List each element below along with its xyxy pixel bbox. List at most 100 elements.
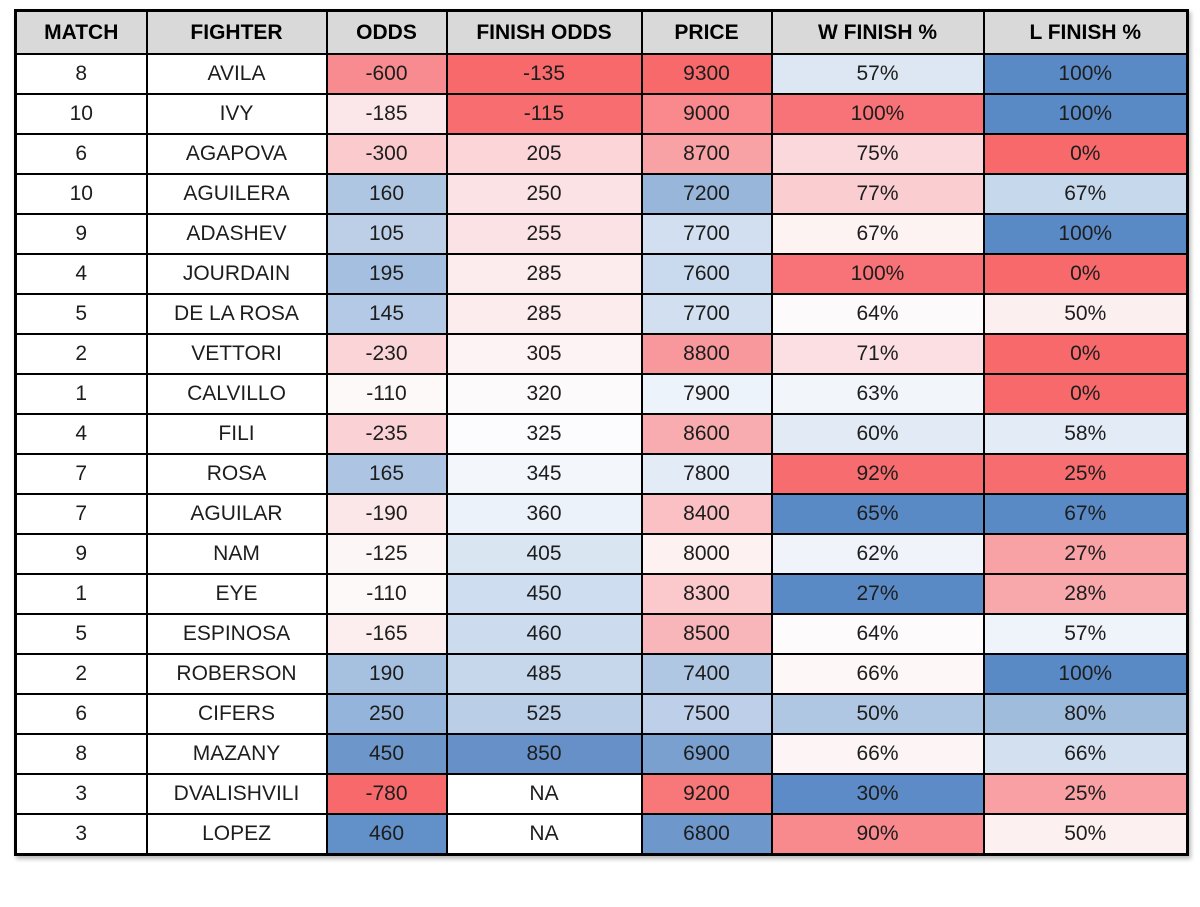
- cell-fighter: IVY: [145, 93, 328, 135]
- cell-fighter: VETTORI: [145, 333, 328, 375]
- table-row: 1 CALVILLO -110 320 7900 63% 0%: [14, 373, 1189, 415]
- cell-odds: -125: [325, 533, 448, 575]
- table-row: 7 AGUILAR -190 360 8400 65% 67%: [14, 493, 1189, 535]
- table-row: 3 DVALISHVILI -780 NA 9200 30% 25%: [14, 773, 1189, 815]
- cell-price: 7500: [640, 693, 773, 735]
- cell-price: 8600: [640, 413, 773, 455]
- cell-odds: -165: [325, 613, 448, 655]
- cell-match: 1: [14, 573, 148, 615]
- cell-w-finish-pct: 75%: [770, 133, 985, 175]
- cell-fighter: ESPINOSA: [145, 613, 328, 655]
- table-row: 6 CIFERS 250 525 7500 50% 80%: [14, 693, 1189, 735]
- cell-w-finish-pct: 100%: [770, 253, 985, 295]
- cell-odds: -110: [325, 373, 448, 415]
- cell-price: 7800: [640, 453, 773, 495]
- cell-w-finish-pct: 71%: [770, 333, 985, 375]
- cell-w-finish-pct: 64%: [770, 293, 985, 335]
- cell-price: 9300: [640, 53, 773, 95]
- cell-price: 7400: [640, 653, 773, 695]
- cell-odds: 165: [325, 453, 448, 495]
- cell-match: 5: [14, 613, 148, 655]
- cell-l-finish-pct: 58%: [982, 413, 1189, 455]
- cell-match: 10: [14, 173, 148, 215]
- cell-odds: 250: [325, 693, 448, 735]
- cell-finish-odds: -115: [445, 93, 643, 135]
- cell-finish-odds: 325: [445, 413, 643, 455]
- cell-match: 9: [14, 533, 148, 575]
- cell-match: 7: [14, 493, 148, 535]
- cell-w-finish-pct: 57%: [770, 53, 985, 95]
- cell-finish-odds: 205: [445, 133, 643, 175]
- cell-odds: 190: [325, 653, 448, 695]
- cell-match: 4: [14, 413, 148, 455]
- column-header-w-finish-pct: W FINISH %: [770, 9, 985, 55]
- cell-match: 7: [14, 453, 148, 495]
- cell-w-finish-pct: 77%: [770, 173, 985, 215]
- cell-l-finish-pct: 0%: [982, 133, 1189, 175]
- column-header-price: PRICE: [640, 9, 773, 55]
- cell-finish-odds: 525: [445, 693, 643, 735]
- cell-odds: 195: [325, 253, 448, 295]
- cell-match: 3: [14, 773, 148, 815]
- cell-l-finish-pct: 28%: [982, 573, 1189, 615]
- cell-fighter: AGUILERA: [145, 173, 328, 215]
- cell-l-finish-pct: 66%: [982, 733, 1189, 775]
- cell-price: 7200: [640, 173, 773, 215]
- cell-fighter: AGAPOVA: [145, 133, 328, 175]
- cell-l-finish-pct: 0%: [982, 373, 1189, 415]
- cell-l-finish-pct: 57%: [982, 613, 1189, 655]
- cell-odds: -185: [325, 93, 448, 135]
- cell-odds: -235: [325, 413, 448, 455]
- cell-odds: -110: [325, 573, 448, 615]
- table-row: 7 ROSA 165 345 7800 92% 25%: [14, 453, 1189, 495]
- header-row: MATCH FIGHTER ODDS FINISH ODDS PRICE W FINISH…: [14, 9, 1189, 55]
- cell-w-finish-pct: 65%: [770, 493, 985, 535]
- cell-finish-odds: 405: [445, 533, 643, 575]
- cell-odds: 105: [325, 213, 448, 255]
- cell-price: 6800: [640, 813, 773, 856]
- table-row: 10 AGUILERA 160 250 7200 77% 67%: [14, 173, 1189, 215]
- cell-match: 8: [14, 53, 148, 95]
- column-header-finish-odds: FINISH ODDS: [445, 9, 643, 55]
- cell-match: 8: [14, 733, 148, 775]
- cell-odds: -780: [325, 773, 448, 815]
- cell-price: 9200: [640, 773, 773, 815]
- cell-match: 9: [14, 213, 148, 255]
- cell-match: 4: [14, 253, 148, 295]
- cell-match: 10: [14, 93, 148, 135]
- cell-price: 8700: [640, 133, 773, 175]
- cell-finish-odds: 285: [445, 293, 643, 335]
- cell-match: 2: [14, 653, 148, 695]
- cell-odds: -600: [325, 53, 448, 95]
- cell-match: 1: [14, 373, 148, 415]
- cell-odds: -230: [325, 333, 448, 375]
- cell-fighter: ROSA: [145, 453, 328, 495]
- cell-finish-odds: 450: [445, 573, 643, 615]
- cell-l-finish-pct: 0%: [982, 253, 1189, 295]
- cell-price: 9000: [640, 93, 773, 135]
- cell-fighter: FILI: [145, 413, 328, 455]
- cell-price: 6900: [640, 733, 773, 775]
- table-row: 9 NAM -125 405 8000 62% 27%: [14, 533, 1189, 575]
- fight-odds-table: MATCH FIGHTER ODDS FINISH ODDS PRICE W FINISH…: [14, 9, 1189, 856]
- cell-price: 8500: [640, 613, 773, 655]
- cell-l-finish-pct: 100%: [982, 53, 1189, 95]
- cell-w-finish-pct: 66%: [770, 733, 985, 775]
- cell-price: 7700: [640, 213, 773, 255]
- cell-price: 7700: [640, 293, 773, 335]
- cell-odds: 160: [325, 173, 448, 215]
- table-row: 4 FILI -235 325 8600 60% 58%: [14, 413, 1189, 455]
- column-header-fighter: FIGHTER: [145, 9, 328, 55]
- cell-finish-odds: 305: [445, 333, 643, 375]
- cell-finish-odds: 485: [445, 653, 643, 695]
- cell-w-finish-pct: 50%: [770, 693, 985, 735]
- cell-fighter: AVILA: [145, 53, 328, 95]
- cell-price: 8000: [640, 533, 773, 575]
- cell-price: 8800: [640, 333, 773, 375]
- cell-odds: 145: [325, 293, 448, 335]
- cell-l-finish-pct: 67%: [982, 493, 1189, 535]
- cell-fighter: CALVILLO: [145, 373, 328, 415]
- column-header-match: MATCH: [14, 9, 148, 55]
- cell-odds: 460: [325, 813, 448, 856]
- table-row: 8 AVILA -600 -135 9300 57% 100%: [14, 53, 1189, 95]
